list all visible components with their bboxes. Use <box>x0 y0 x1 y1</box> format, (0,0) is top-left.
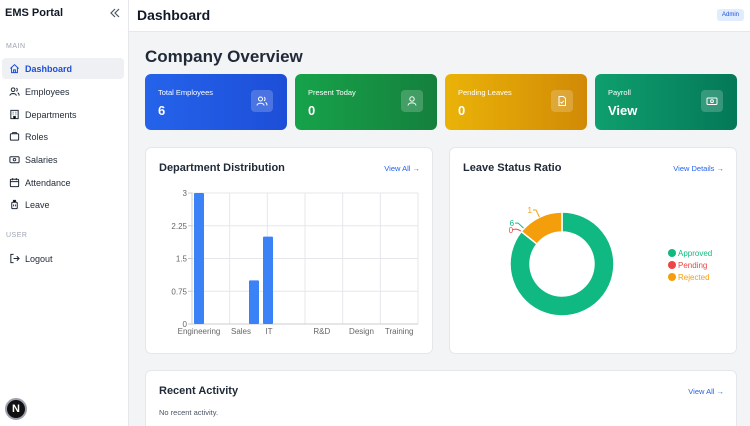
department-distribution-panel: Department Distribution View All → 0 0.75… <box>145 147 433 354</box>
y-tick-label: 1.5 <box>176 255 188 264</box>
chevrons-left-icon <box>110 8 120 18</box>
section-label-main: MAIN <box>6 43 26 50</box>
stat-value: 0 <box>458 103 466 118</box>
y-tick-label: 0.75 <box>171 287 187 296</box>
legend-swatch <box>668 273 676 281</box>
y-tick-label: 3 <box>183 189 188 198</box>
x-tick-label: Engineering <box>178 327 221 336</box>
panel-title: Recent Activity <box>159 385 239 397</box>
sidebar-item-attendance[interactable]: Attendance <box>2 172 124 193</box>
collapse-sidebar-button[interactable] <box>108 6 122 20</box>
x-tick-label: IT <box>265 327 272 336</box>
slice-label: 0 <box>509 226 514 235</box>
recent-activity-panel: Recent Activity View All → No recent act… <box>145 370 737 426</box>
user-icon <box>401 90 423 112</box>
empty-state-text: No recent activity. <box>159 408 219 417</box>
banknote-icon <box>9 154 20 165</box>
dev-tools-badge[interactable]: N <box>5 398 27 420</box>
legend-swatch <box>668 261 676 269</box>
legend-swatch <box>668 249 676 257</box>
stat-value: 0 <box>308 103 316 118</box>
sidebar-item-label: Dashboard <box>25 63 73 74</box>
sidebar-item-label: Leave <box>25 199 50 210</box>
users-icon <box>251 90 273 112</box>
stat-label: Present Today <box>308 88 356 97</box>
sidebar-item-label: Departments <box>25 109 77 120</box>
x-tick-label: Sales <box>231 327 251 336</box>
legend-item-approved[interactable]: Approved <box>668 248 712 258</box>
sidebar-item-label: Salaries <box>25 154 58 165</box>
brand-title: EMS Portal <box>5 7 64 19</box>
legend-label: Approved <box>678 248 713 258</box>
stat-label: Payroll <box>608 88 631 97</box>
stat-card-payroll[interactable]: Payroll View <box>595 74 737 130</box>
legend-item-rejected[interactable]: Rejected <box>668 272 712 282</box>
sidebar-item-dashboard[interactable]: Dashboard <box>2 58 124 79</box>
page-title: Dashboard <box>137 7 211 23</box>
stat-value: 6 <box>158 103 166 118</box>
stat-card-pending-leaves[interactable]: Pending Leaves 0 <box>445 74 587 130</box>
users-icon <box>9 86 20 97</box>
sidebar: EMS Portal MAIN Dashboard Employees Depa… <box>0 0 129 426</box>
calendar-icon <box>9 177 20 188</box>
view-leave-details-link[interactable]: View Details → <box>673 164 724 173</box>
y-tick-label: 2.25 <box>171 222 187 231</box>
view-all-activity-link[interactable]: View All → <box>688 387 724 396</box>
header: Dashboard Admin <box>129 0 750 32</box>
slice-leader-line <box>532 209 540 218</box>
file-check-icon <box>551 90 573 112</box>
bar[interactable] <box>194 193 204 324</box>
legend-label: Pending <box>678 260 708 270</box>
overview-title: Company Overview <box>145 47 303 66</box>
sidebar-item-employees[interactable]: Employees <box>2 81 124 102</box>
section-label-user: USER <box>6 232 28 239</box>
x-tick-label: Training <box>385 327 414 336</box>
donut-slice[interactable] <box>509 211 615 317</box>
bar[interactable] <box>249 280 259 324</box>
sidebar-item-label: Roles <box>25 131 49 142</box>
slice-label: 1 <box>528 206 533 215</box>
sidebar-item-label: Attendance <box>25 177 71 188</box>
sidebar-item-label: Logout <box>25 253 53 264</box>
department-bar-chart: 0 0.75 1.5 2.25 3 Engineering Sales IT R&D Design… <box>171 189 419 336</box>
donut-slice[interactable] <box>520 211 563 246</box>
logout-icon <box>9 253 20 264</box>
building-icon <box>9 109 20 120</box>
chart-legend: Approved Pending Rejected <box>668 248 712 284</box>
legend-item-pending[interactable]: Pending <box>668 260 712 270</box>
y-tick-label: 0 <box>183 320 188 329</box>
user-role-badge[interactable]: Admin <box>716 9 744 21</box>
stat-value: View <box>608 103 638 118</box>
bar[interactable] <box>263 236 273 324</box>
sidebar-item-logout[interactable]: Logout <box>2 248 124 269</box>
roles-icon <box>9 131 20 142</box>
x-tick-label: R&D <box>313 327 330 336</box>
panel-title: Department Distribution <box>159 162 285 174</box>
slice-leader-line <box>515 222 525 229</box>
x-tick-label: Design <box>349 327 374 336</box>
sidebar-item-salaries[interactable]: Salaries <box>2 149 124 170</box>
slice-leader-line <box>512 228 522 232</box>
sidebar-item-departments[interactable]: Departments <box>2 104 124 125</box>
home-icon <box>9 63 20 74</box>
stat-label: Pending Leaves <box>458 88 512 97</box>
stat-card-present-today[interactable]: Present Today 0 <box>295 74 437 130</box>
sidebar-item-label: Employees <box>25 86 70 97</box>
sidebar-item-roles[interactable]: Roles <box>2 126 124 147</box>
slice-label: 6 <box>510 219 515 228</box>
view-all-departments-link[interactable]: View All → <box>384 164 420 173</box>
banknote-icon <box>701 90 723 112</box>
stat-card-total-employees[interactable]: Total Employees 6 <box>145 74 287 130</box>
sidebar-item-leave[interactable]: Leave <box>2 194 124 215</box>
legend-label: Rejected <box>678 272 710 282</box>
panel-title: Leave Status Ratio <box>463 162 562 174</box>
stat-label: Total Employees <box>158 88 214 97</box>
leave-donut-chart: 60 1 <box>509 206 615 317</box>
luggage-icon <box>9 199 20 210</box>
